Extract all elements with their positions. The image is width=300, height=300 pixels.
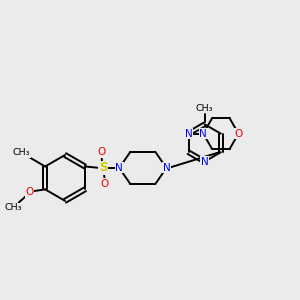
Text: N: N — [163, 163, 170, 173]
Text: S: S — [99, 161, 107, 174]
Text: O: O — [98, 147, 106, 157]
Text: N: N — [201, 157, 208, 166]
Text: CH₃: CH₃ — [13, 148, 30, 157]
Text: O: O — [100, 179, 109, 189]
Text: CH₃: CH₃ — [4, 203, 22, 212]
Text: CH₃: CH₃ — [196, 104, 213, 113]
Text: N: N — [199, 129, 207, 139]
Text: O: O — [234, 129, 243, 139]
Text: N: N — [116, 163, 123, 173]
Text: N: N — [184, 129, 192, 139]
Text: O: O — [26, 187, 34, 197]
